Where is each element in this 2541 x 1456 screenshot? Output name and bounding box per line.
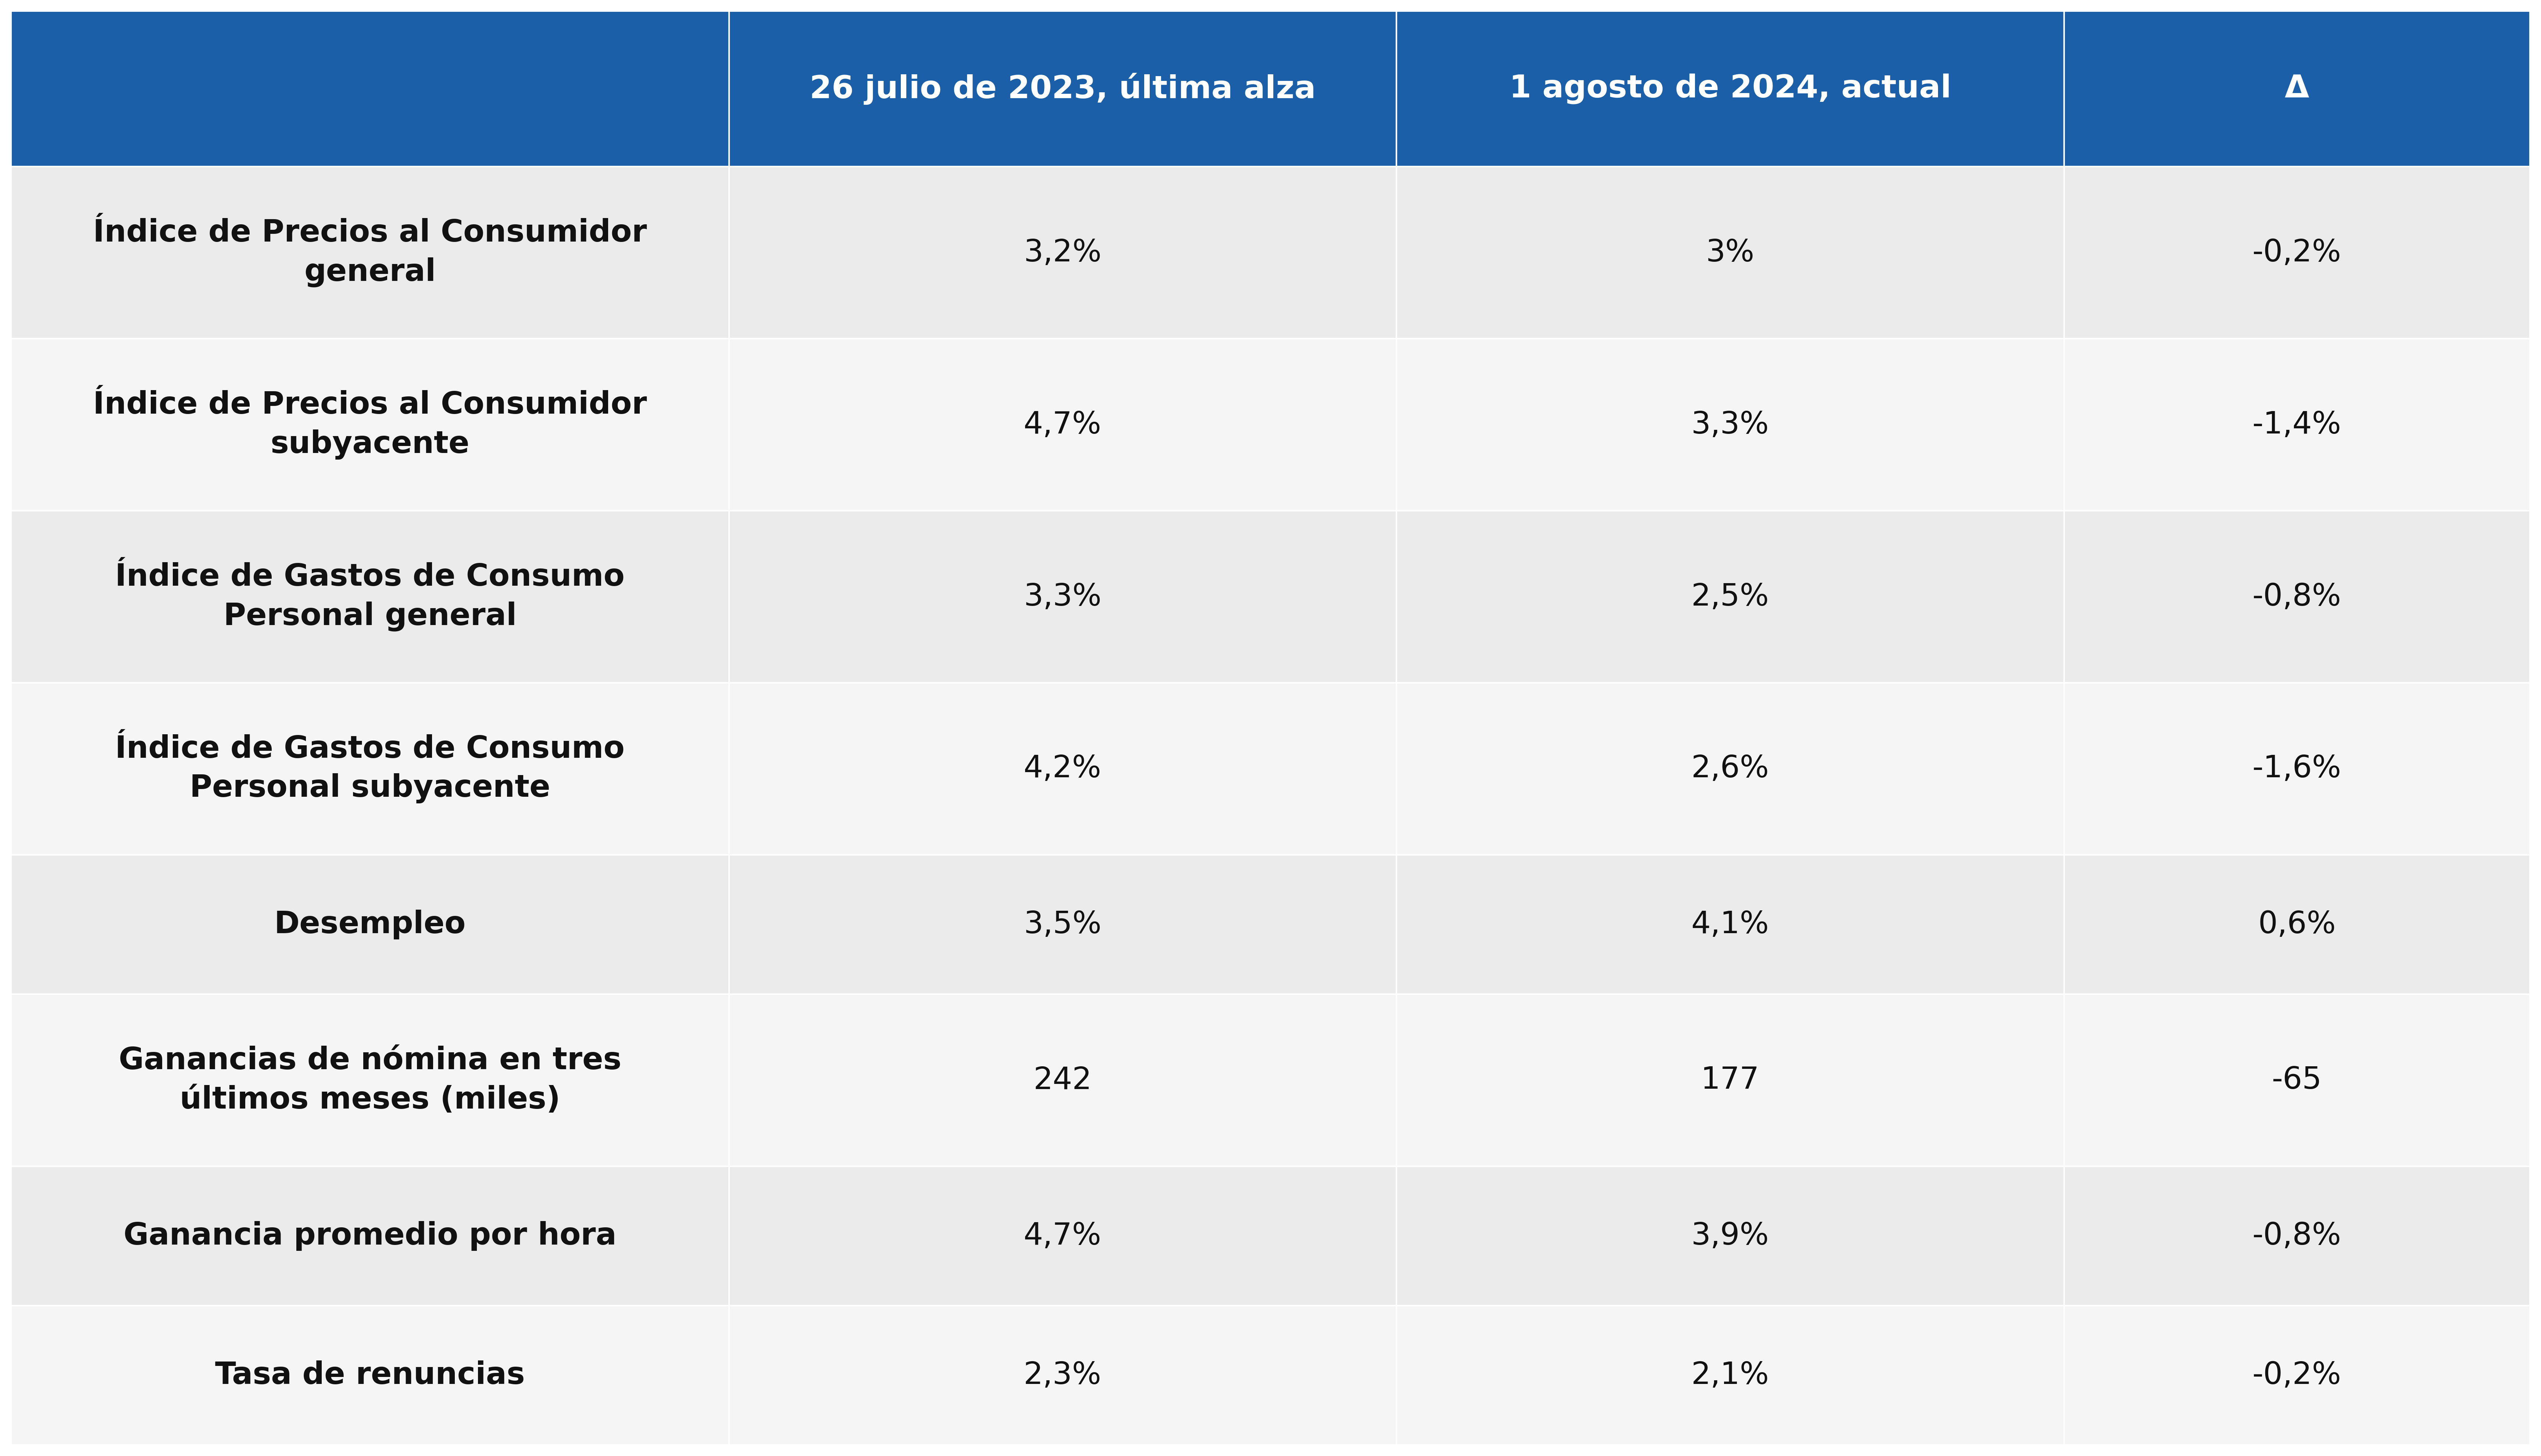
- Bar: [729, 167, 1398, 339]
- Bar: [2063, 1166, 2531, 1306]
- Bar: [729, 683, 1398, 855]
- Bar: [729, 855, 1398, 994]
- Bar: [729, 994, 1398, 1166]
- Text: 177: 177: [1700, 1066, 1758, 1095]
- Bar: [1398, 994, 2063, 1166]
- Bar: [1398, 1166, 2063, 1306]
- Bar: [1398, 683, 2063, 855]
- Bar: [2063, 994, 2531, 1166]
- Bar: [10, 1306, 729, 1444]
- Bar: [2063, 339, 2531, 511]
- Text: 3%: 3%: [1705, 237, 1753, 268]
- Text: 2,1%: 2,1%: [1692, 1360, 1769, 1390]
- Bar: [1398, 167, 2063, 339]
- Text: -0,8%: -0,8%: [2251, 1222, 2340, 1251]
- Text: -1,4%: -1,4%: [2251, 409, 2340, 440]
- Bar: [2063, 511, 2531, 683]
- Text: Desempleo: Desempleo: [274, 910, 465, 939]
- Bar: [2063, 12, 2531, 167]
- Text: Tasa de renuncias: Tasa de renuncias: [216, 1360, 526, 1390]
- Text: 242: 242: [1034, 1066, 1093, 1095]
- Bar: [1398, 1306, 2063, 1444]
- Text: Ganancias de nómina en tres
últimos meses (miles): Ganancias de nómina en tres últimos mese…: [119, 1045, 623, 1115]
- Bar: [2063, 683, 2531, 855]
- Text: 4,1%: 4,1%: [1692, 910, 1769, 939]
- Text: 4,7%: 4,7%: [1024, 409, 1103, 440]
- Text: 2,3%: 2,3%: [1024, 1360, 1103, 1390]
- Bar: [2063, 855, 2531, 994]
- Bar: [729, 12, 1398, 167]
- Text: 2,6%: 2,6%: [1692, 754, 1769, 783]
- Text: 3,9%: 3,9%: [1692, 1222, 1769, 1251]
- Text: 4,2%: 4,2%: [1024, 754, 1103, 783]
- Text: 1 agosto de 2024, actual: 1 agosto de 2024, actual: [1509, 74, 1951, 105]
- Bar: [1398, 339, 2063, 511]
- Bar: [729, 339, 1398, 511]
- Bar: [2063, 1306, 2531, 1444]
- Bar: [10, 12, 729, 167]
- Bar: [2063, 167, 2531, 339]
- Text: 4,7%: 4,7%: [1024, 1222, 1103, 1251]
- Text: Δ: Δ: [2284, 74, 2310, 105]
- Text: Ganancia promedio por hora: Ganancia promedio por hora: [125, 1222, 617, 1251]
- Bar: [729, 511, 1398, 683]
- Text: -1,6%: -1,6%: [2251, 754, 2340, 783]
- Text: 3,3%: 3,3%: [1024, 582, 1103, 612]
- Bar: [1398, 855, 2063, 994]
- Text: 0,6%: 0,6%: [2259, 910, 2335, 939]
- Bar: [1398, 511, 2063, 683]
- Text: Índice de Gastos de Consumo
Personal general: Índice de Gastos de Consumo Personal gen…: [114, 562, 625, 632]
- Text: Índice de Precios al Consumidor
general: Índice de Precios al Consumidor general: [94, 218, 648, 287]
- Text: 3,5%: 3,5%: [1024, 910, 1103, 939]
- Text: 3,2%: 3,2%: [1024, 237, 1103, 268]
- Text: Índice de Precios al Consumidor
subyacente: Índice de Precios al Consumidor subyacen…: [94, 390, 648, 460]
- Bar: [729, 1306, 1398, 1444]
- Text: 2,5%: 2,5%: [1692, 582, 1769, 612]
- Bar: [1398, 12, 2063, 167]
- Text: 26 julio de 2023, última alza: 26 julio de 2023, última alza: [811, 73, 1316, 105]
- Text: -0,2%: -0,2%: [2251, 1360, 2340, 1390]
- Bar: [10, 855, 729, 994]
- Text: -65: -65: [2272, 1066, 2322, 1095]
- Bar: [10, 1166, 729, 1306]
- Bar: [10, 994, 729, 1166]
- Text: Índice de Gastos de Consumo
Personal subyacente: Índice de Gastos de Consumo Personal sub…: [114, 734, 625, 804]
- Bar: [10, 511, 729, 683]
- Text: -0,2%: -0,2%: [2251, 237, 2340, 268]
- Text: -0,8%: -0,8%: [2251, 582, 2340, 612]
- Bar: [10, 167, 729, 339]
- Bar: [10, 683, 729, 855]
- Text: 3,3%: 3,3%: [1692, 409, 1769, 440]
- Bar: [10, 339, 729, 511]
- Bar: [729, 1166, 1398, 1306]
